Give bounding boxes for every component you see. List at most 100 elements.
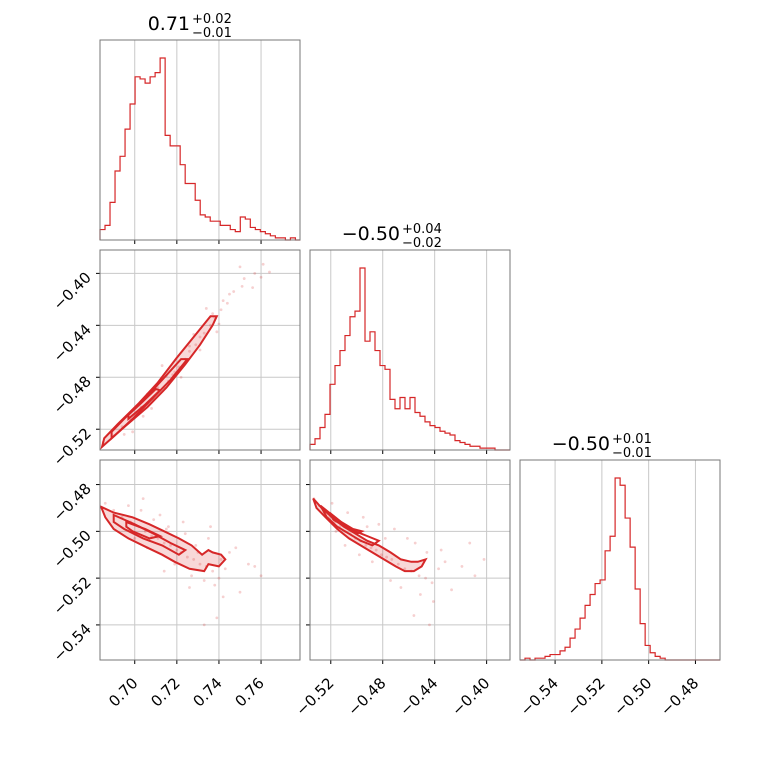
scatter-point <box>364 543 368 547</box>
param-title-upper-error: +0.02 <box>192 12 232 27</box>
histogram-panel-0: 0.71 +0.02−0.01 <box>99 12 301 244</box>
scatter-point <box>473 574 477 578</box>
scatter-point <box>202 623 206 627</box>
scatter-point <box>139 508 143 512</box>
scatter-point <box>215 616 219 620</box>
scatter-point <box>152 518 156 522</box>
scatter-point <box>259 574 263 578</box>
scatter-point <box>188 344 191 348</box>
scatter-point <box>460 565 464 568</box>
scatter-point <box>173 562 177 566</box>
axes-frame <box>309 459 511 661</box>
histogram-panel-1: −0.50 +0.04−0.02 <box>309 222 511 454</box>
scatter-point <box>207 536 210 540</box>
scatter-point <box>482 558 486 561</box>
scatter-point <box>228 292 231 296</box>
scatter-point <box>234 546 238 550</box>
scatter-point <box>377 522 381 526</box>
scatter-point <box>228 550 231 554</box>
contour-line-2 <box>125 520 164 540</box>
scatter-point <box>215 330 219 334</box>
scatter-point <box>385 555 389 559</box>
scatter-point <box>396 562 400 566</box>
scatter-point <box>211 569 215 573</box>
scatter-point <box>247 562 250 566</box>
scatter-point <box>167 525 170 529</box>
scatter-point <box>164 527 168 531</box>
param-title-lower-error: −0.01 <box>612 446 652 461</box>
density-panel-0-2: 0.70 0.72 0.74 0.76 −0.54−0.52−0.50−0.48 <box>50 459 301 710</box>
scatter-point <box>194 343 198 347</box>
scatter-point <box>141 414 145 418</box>
density-panel-0-1: −0.40 −0.44 −0.48 −0.52 <box>50 249 301 470</box>
scatter-point <box>209 525 212 529</box>
scatter-point <box>185 555 189 559</box>
scatter-point <box>431 600 435 603</box>
scatter-point <box>399 586 403 589</box>
axes-frame <box>99 459 301 661</box>
scatter-point <box>417 574 421 578</box>
scatter-point <box>253 271 257 275</box>
histogram-steps-0 <box>99 57 301 241</box>
scatter-point <box>133 536 137 540</box>
y-tick-label: −0.40 <box>50 268 95 313</box>
histogram-steps-2 <box>520 477 721 661</box>
y-tick-label: −0.50 <box>50 526 95 571</box>
x-tick-label: −0.52 <box>292 674 337 719</box>
scatter-point <box>217 322 221 326</box>
axes-frame <box>99 249 301 451</box>
y-tick-label: −0.48 <box>50 480 95 525</box>
scatter-point <box>390 558 394 561</box>
scatter-point <box>374 548 378 552</box>
scatter-point <box>223 567 227 571</box>
contour-line-0 <box>312 497 428 573</box>
contour-line-2 <box>328 511 365 535</box>
scatter-point <box>213 583 217 587</box>
x-tick-label: −0.48 <box>657 674 702 719</box>
scatter-point <box>424 576 427 580</box>
param-title-upper-error: +0.01 <box>612 432 652 447</box>
x-tick-label: −0.44 <box>396 674 441 719</box>
scatter-point <box>150 407 153 410</box>
axes-frame <box>309 249 511 451</box>
scatter-point <box>131 430 135 434</box>
scatter-point <box>219 558 223 561</box>
scatter-point <box>160 364 164 367</box>
scatter-point <box>112 508 116 512</box>
scatter-point <box>242 277 246 280</box>
scatter-point <box>194 543 198 547</box>
param-title-median: −0.50 <box>342 223 400 245</box>
x-tick-label: −0.50 <box>610 674 655 719</box>
scatter-point <box>253 565 257 568</box>
scatter-point <box>103 501 107 505</box>
axes-frame <box>519 459 721 661</box>
scatter-point <box>158 513 162 517</box>
scatter-point <box>240 284 244 288</box>
scatter-point <box>361 515 365 519</box>
contour-fill <box>313 498 426 572</box>
scatter-point <box>204 307 208 310</box>
scatter-point <box>330 501 334 505</box>
scatter-point <box>259 275 263 279</box>
scatter-point <box>334 529 338 533</box>
scatter-point <box>198 335 202 339</box>
scatter-point <box>188 349 191 353</box>
x-tick-label: 0.72 <box>147 674 183 710</box>
scatter-point <box>175 548 179 552</box>
scatter-point <box>346 511 350 515</box>
scatter-point <box>389 579 392 582</box>
scatter-point <box>369 546 373 550</box>
density-panel-1-2: −0.40−0.44−0.48−0.52 <box>292 459 511 719</box>
scatter-point <box>198 348 202 352</box>
scatter-point <box>181 520 185 524</box>
axes-frame <box>99 39 301 241</box>
scatter-point <box>150 534 153 538</box>
scatter-point <box>211 312 215 316</box>
scatter-point <box>238 590 242 594</box>
scatter-point <box>413 541 417 545</box>
x-tick-label: 0.74 <box>189 674 225 710</box>
scatter-point <box>202 331 206 335</box>
scatter-point <box>468 541 472 545</box>
scatter-point <box>221 595 225 599</box>
